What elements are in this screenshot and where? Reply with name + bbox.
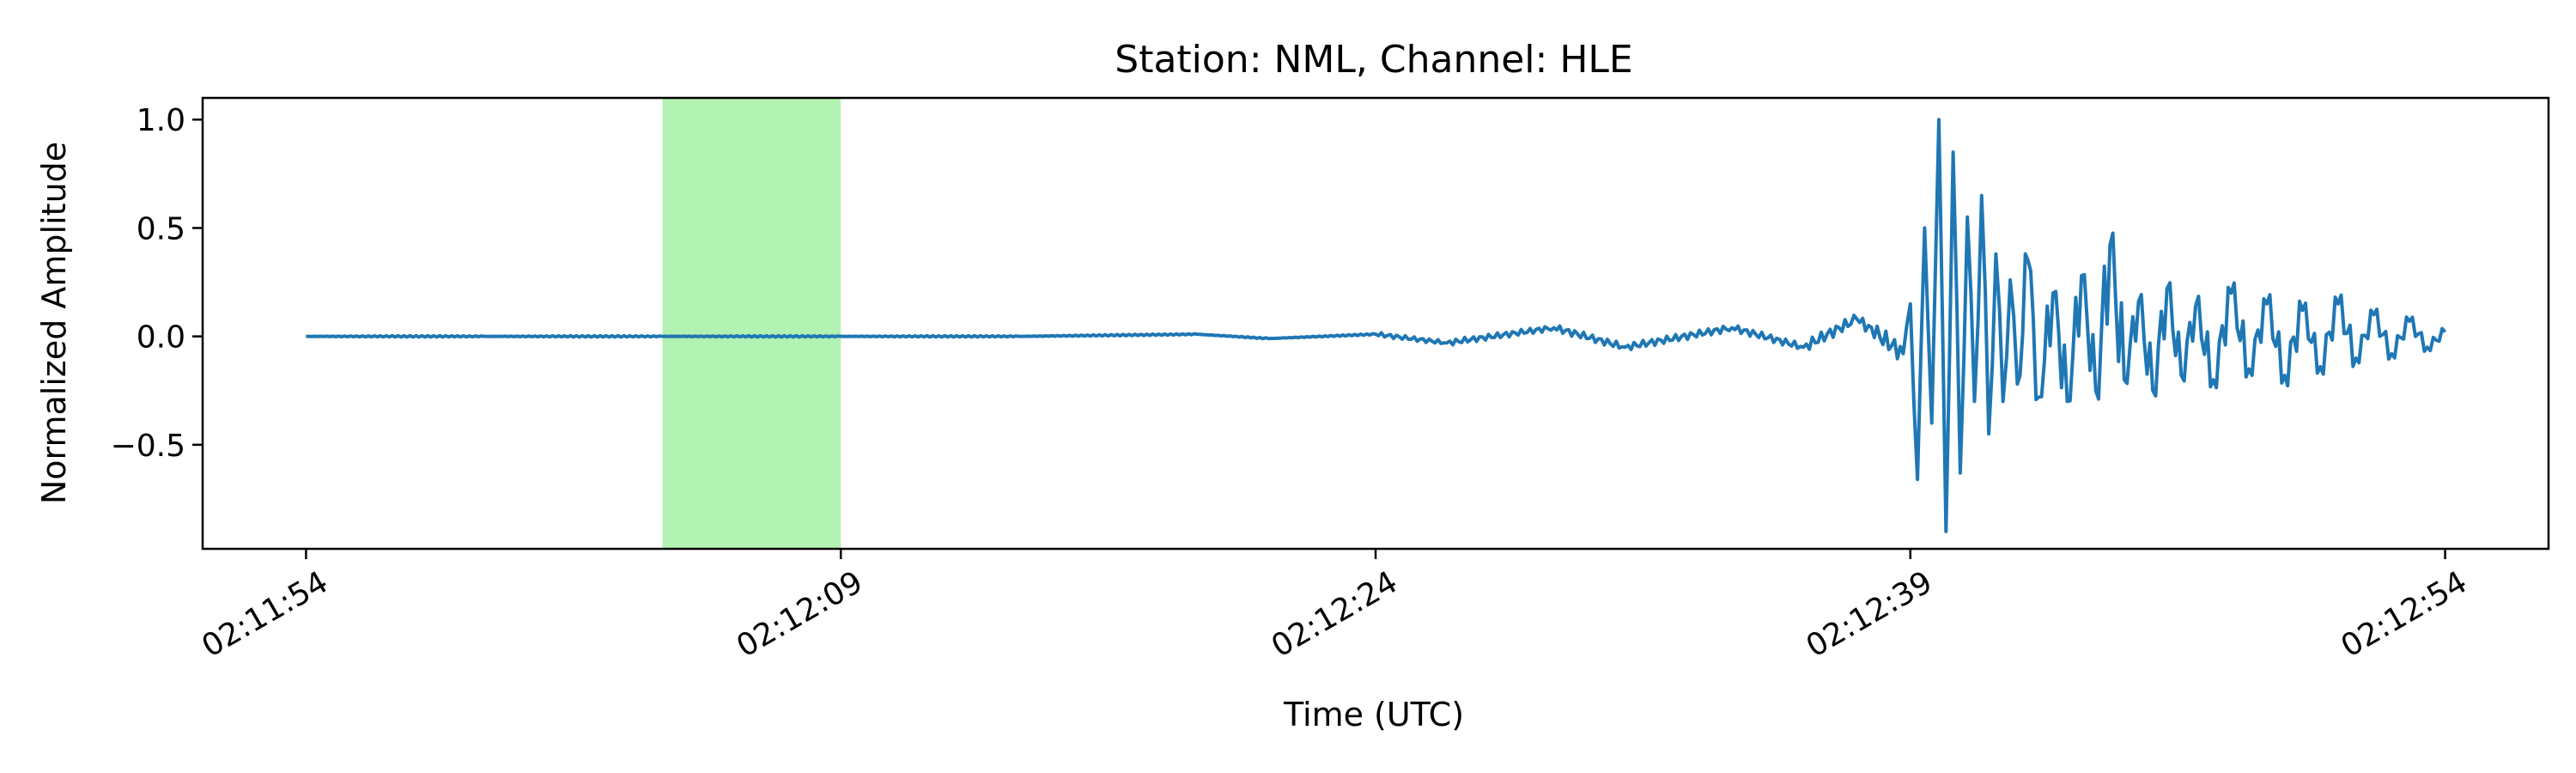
series-line-0 [306, 118, 2447, 533]
y-tick-label: 0.0 [137, 320, 185, 356]
x-tick-label: 02:12:24 [1266, 564, 1404, 664]
x-tick-label: 02:11:54 [196, 564, 334, 664]
y-axis-label: Normalized Amplitude [35, 142, 73, 504]
series-layer [306, 118, 2447, 533]
plot-frame [201, 96, 2550, 551]
highlight-window [662, 98, 841, 549]
y-tick-label: 1.0 [137, 103, 185, 138]
y-axis: 1.0 0.5 0.0 −0.5 [111, 103, 203, 464]
y-tick-label: −0.5 [111, 429, 185, 464]
x-axis-label: Time (UTC) [1283, 696, 1464, 733]
chart-title: Station: NML, Channel: HLE [1115, 38, 1632, 82]
x-tick-label: 02:12:09 [731, 564, 869, 664]
x-tick-label: 02:12:39 [1801, 564, 1939, 664]
y-tick-label: 0.5 [137, 211, 185, 247]
x-axis: 02:11:54 02:12:09 02:12:24 02:12:39 02:12:54 [196, 549, 2473, 665]
x-tick-label: 02:12:54 [2336, 564, 2474, 664]
